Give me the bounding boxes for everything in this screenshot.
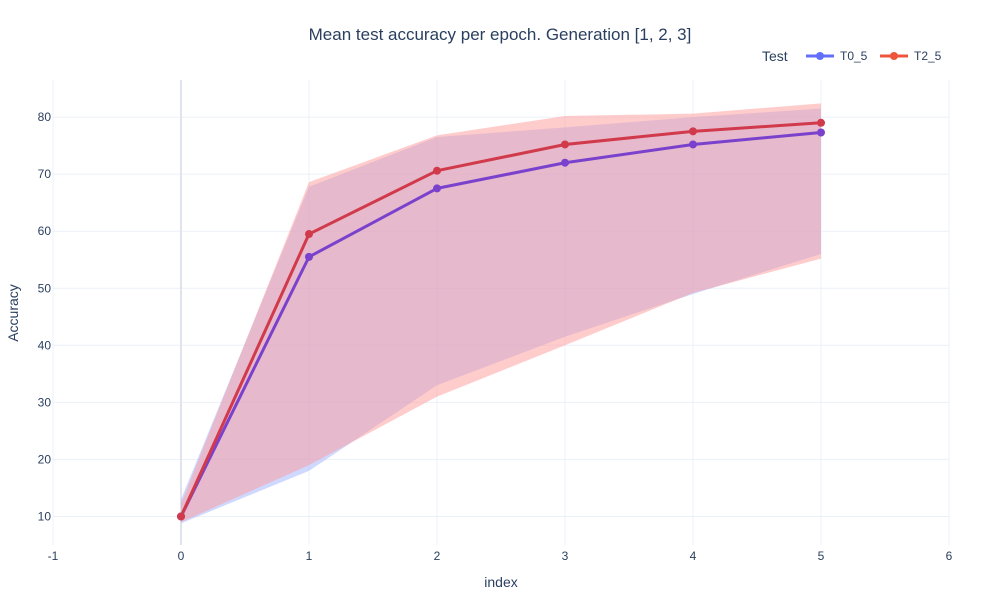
x-tick-label: 6 <box>946 549 953 563</box>
legend: Test T0_5 T2_5 <box>762 48 942 64</box>
y-axis-ticks: 10 20 30 40 50 60 70 80 <box>38 110 52 523</box>
y-tick-label: 20 <box>38 452 52 466</box>
legend-swatch-marker <box>890 52 898 60</box>
data-point-t0-5[interactable] <box>433 184 441 193</box>
data-point-t2-5[interactable] <box>561 140 569 149</box>
legend-item-label: T2_5 <box>914 49 942 63</box>
data-point-t0-5[interactable] <box>689 140 697 149</box>
legend-item-t2-5[interactable]: T2_5 <box>880 49 942 63</box>
confidence-bands <box>181 103 821 524</box>
chart-title: Mean test accuracy per epoch. Generation… <box>309 25 692 44</box>
data-point-t2-5[interactable] <box>305 230 313 239</box>
x-axis-ticks: -1 0 1 2 3 4 5 6 <box>48 549 953 563</box>
legend-swatch-marker <box>816 52 824 60</box>
data-point-t0-5[interactable] <box>817 128 825 137</box>
series-markers <box>177 118 825 521</box>
legend-items[interactable]: T0_5 T2_5 <box>806 49 942 63</box>
data-point-t0-5[interactable] <box>305 252 313 261</box>
x-tick-label: -1 <box>48 549 59 563</box>
legend-title: Test <box>762 48 788 64</box>
x-tick-label: 4 <box>690 549 697 563</box>
x-tick-label: 1 <box>306 549 313 563</box>
x-axis-title: index <box>484 574 517 590</box>
x-tick-label: 5 <box>818 549 825 563</box>
y-tick-label: 30 <box>38 395 52 409</box>
series-line-t0-5[interactable] <box>179 130 823 518</box>
x-tick-label: 0 <box>178 549 185 563</box>
y-tick-label: 40 <box>38 338 52 352</box>
data-point-t2-5[interactable] <box>689 127 697 136</box>
data-point-t2-5[interactable] <box>817 118 825 127</box>
y-tick-label: 60 <box>38 224 52 238</box>
band-t2-5 <box>181 103 821 523</box>
y-tick-label: 70 <box>38 167 52 181</box>
series-lines <box>179 121 823 518</box>
data-point-t0-5[interactable] <box>561 158 569 167</box>
x-tick-label: 3 <box>562 549 569 563</box>
data-point-t2-5[interactable] <box>433 166 441 175</box>
y-tick-label: 80 <box>38 110 52 124</box>
y-tick-label: 50 <box>38 281 52 295</box>
legend-item-t0-5[interactable]: T0_5 <box>806 49 868 63</box>
y-tick-label: 10 <box>38 509 52 523</box>
data-point-t2-5[interactable] <box>177 512 185 521</box>
y-axis-title: Accuracy <box>5 284 21 342</box>
series-line-t2-5[interactable] <box>179 121 823 518</box>
legend-item-label: T0_5 <box>840 49 868 63</box>
x-tick-label: 2 <box>434 549 441 563</box>
